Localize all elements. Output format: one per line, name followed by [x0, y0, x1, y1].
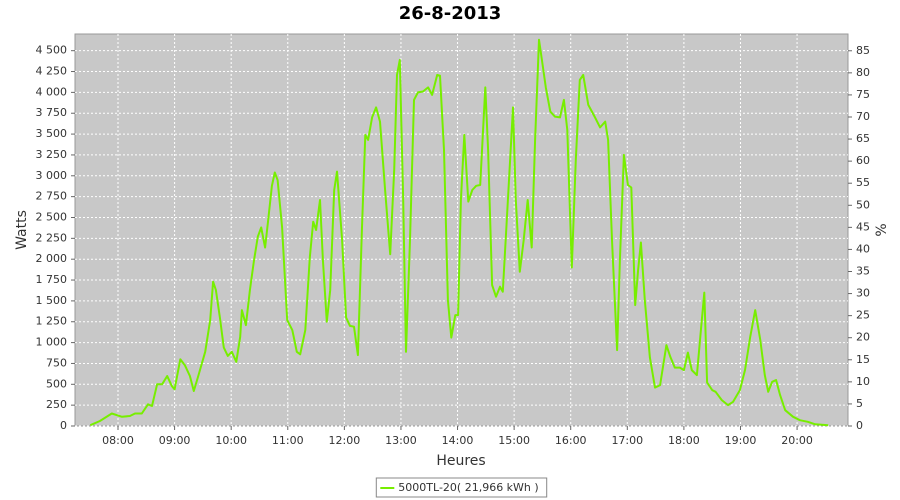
x-tick-label: 08:00 [102, 434, 134, 447]
x-tick-label: 09:00 [159, 434, 191, 447]
y2-tick-label: 75 [856, 88, 870, 101]
x-tick-label: 20:00 [781, 434, 813, 447]
y2-tick-label: 20 [856, 331, 870, 344]
y-tick-label: 3 250 [36, 148, 68, 161]
y2-tick-label: 70 [856, 110, 870, 123]
x-tick-label: 14:00 [442, 434, 474, 447]
y2-tick-label: 30 [856, 287, 870, 300]
y2-tick-label: 55 [856, 176, 870, 189]
y-tick-label: 2 500 [36, 210, 68, 223]
x-tick-label: 16:00 [555, 434, 587, 447]
y2-tick-label: 45 [856, 220, 870, 233]
chart-title: 26-8-2013 [399, 3, 502, 24]
y2-tick-label: 60 [856, 154, 870, 167]
x-axis-title: Heures [436, 453, 485, 469]
x-tick-label: 12:00 [329, 434, 361, 447]
x-tick-label: 11:00 [272, 434, 304, 447]
y-tick-label: 0 [60, 419, 67, 432]
x-tick-label: 18:00 [668, 434, 700, 447]
legend-box [375, 477, 548, 498]
y-tick-label: 4 500 [36, 44, 68, 57]
y2-tick-label: 35 [856, 264, 870, 277]
y-tick-label: 750 [46, 356, 67, 369]
y-tick-label: 1 000 [36, 336, 68, 349]
x-tick-label: 13:00 [385, 434, 417, 447]
y-axis-title: Watts [14, 210, 30, 250]
x-tick-label: 15:00 [498, 434, 530, 447]
x-tick-label: 10:00 [215, 434, 247, 447]
y-tick-label: 250 [46, 398, 67, 411]
legend: 5000TL-20( 21,966 kWh ) [375, 477, 548, 498]
y-tick-label: 2 750 [36, 190, 68, 203]
legend-label: 5000TL-20( 21,966 kWh ) [398, 481, 538, 494]
y-tick-label: 1 750 [36, 273, 68, 286]
y-tick-label: 3 750 [36, 106, 68, 119]
y-tick-label: 500 [46, 377, 67, 390]
y2-tick-label: 50 [856, 198, 870, 211]
y2-tick-label: 40 [856, 242, 870, 255]
y-tick-label: 4 000 [36, 85, 68, 98]
x-tick-label: 17:00 [611, 434, 643, 447]
y2-tick-label: 0 [856, 419, 863, 432]
y2-tick-label: 15 [856, 353, 870, 366]
data-line [89, 38, 829, 427]
plot-area [74, 33, 849, 427]
y2-tick-label: 10 [856, 375, 870, 388]
y-tick-label: 4 250 [36, 65, 68, 78]
y2-tick-label: 85 [856, 44, 870, 57]
y2-tick-label: 80 [856, 66, 870, 79]
y-tick-label: 2 000 [36, 252, 68, 265]
y-tick-label: 1 500 [36, 294, 68, 307]
y-tick-label: 3 500 [36, 127, 68, 140]
y2-axis-title: % [874, 223, 890, 236]
x-tick-label: 19:00 [725, 434, 757, 447]
y2-tick-label: 65 [856, 132, 870, 145]
y2-tick-label: 25 [856, 309, 870, 322]
y-tick-label: 2 250 [36, 231, 68, 244]
y-tick-label: 3 000 [36, 169, 68, 182]
y-tick-label: 1 250 [36, 315, 68, 328]
y2-tick-label: 5 [856, 397, 863, 410]
